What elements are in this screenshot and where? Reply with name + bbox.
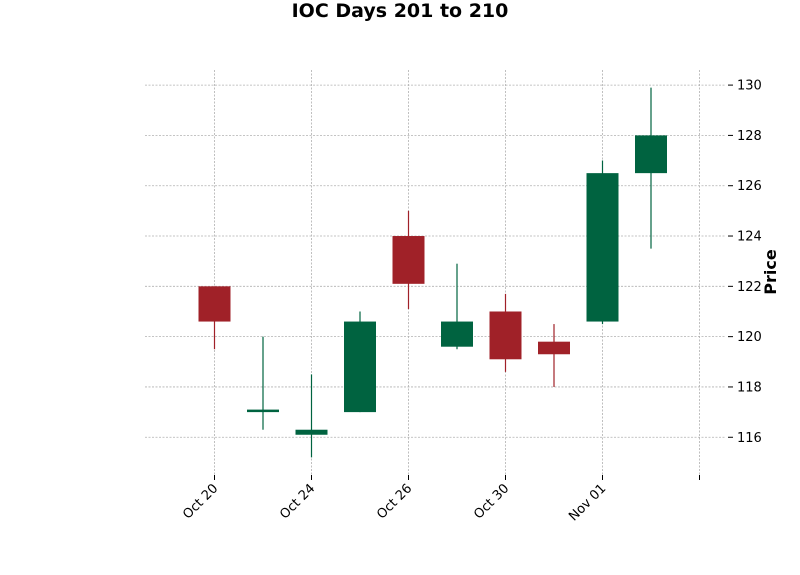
x-tick-label: Oct 20 xyxy=(180,481,221,522)
candle-body xyxy=(441,321,473,347)
candles xyxy=(198,87,667,458)
chart-title: IOC Days 201 to 210 xyxy=(292,0,509,22)
y-tick-label: 116 xyxy=(737,431,762,446)
x-tick-label: Oct 24 xyxy=(277,481,318,522)
candle-body xyxy=(344,321,376,413)
y-tick-label: 130 xyxy=(737,79,762,94)
candle xyxy=(344,311,376,413)
candle xyxy=(538,324,570,387)
candle xyxy=(247,336,279,430)
y-axis-label: Price xyxy=(761,249,780,295)
candle-body xyxy=(586,173,619,322)
y-tick-label: 126 xyxy=(737,179,762,194)
candle-body xyxy=(538,341,570,355)
candle-body xyxy=(247,409,279,413)
candle-body xyxy=(295,429,328,435)
candle-body xyxy=(635,135,667,174)
candle-body xyxy=(392,236,425,284)
y-tick-label: 128 xyxy=(737,129,762,144)
candle xyxy=(198,286,231,350)
x-tick-label: Oct 30 xyxy=(471,481,512,522)
grid xyxy=(145,70,726,475)
y-tick-label: 122 xyxy=(737,280,762,295)
x-tick-label: Oct 26 xyxy=(374,481,415,522)
axes: 116 118 120 122 124 126 128 130 Oct 20 Oct 24 Oct … xyxy=(180,79,762,525)
candle xyxy=(586,160,619,325)
candle xyxy=(489,293,522,372)
candle xyxy=(392,210,425,309)
x-tick-label: Nov 01 xyxy=(566,481,609,524)
candle-body xyxy=(489,311,522,360)
y-tick-label: 120 xyxy=(737,330,762,345)
candle xyxy=(295,374,328,458)
candle xyxy=(441,263,473,350)
y-tick-label: 118 xyxy=(737,380,762,395)
y-tick-label: 124 xyxy=(737,230,762,245)
candle xyxy=(635,87,667,249)
candle-body xyxy=(198,286,231,322)
